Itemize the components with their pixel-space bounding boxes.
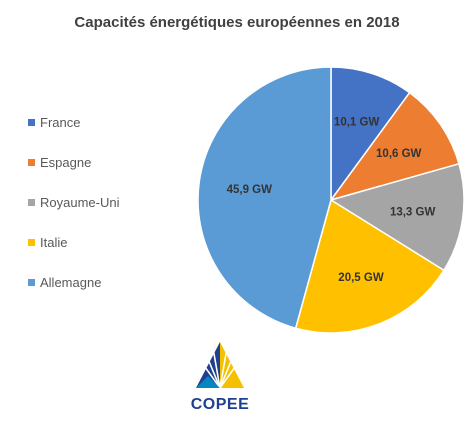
data-label-espagne: 10,6 GW (376, 148, 422, 160)
legend: France Espagne Royaume-Uni Italie Allemagne (28, 112, 119, 312)
copee-logo-icon (196, 342, 244, 389)
legend-label: France (40, 114, 81, 130)
legend-label: Italie (40, 234, 68, 250)
legend-swatch (28, 238, 35, 246)
data-label-italie: 20,5 GW (338, 272, 384, 284)
legend-item-france: France (28, 112, 119, 132)
legend-label: Allemagne (40, 274, 102, 290)
copee-logo: COPEE (180, 338, 260, 418)
legend-item-allemagne: Allemagne (28, 272, 119, 292)
legend-swatch (28, 158, 35, 166)
legend-swatch (28, 198, 35, 206)
logo-text: COPEE (190, 396, 250, 413)
pie-slice-espagne (329, 91, 460, 202)
legend-item-royaume-uni: Royaume-Uni (28, 192, 119, 212)
pie-slice-italie (294, 198, 445, 334)
legend-swatch (28, 278, 35, 286)
pie-slice-royaume-uni (329, 162, 465, 272)
pie-slice-allemagne (197, 66, 332, 330)
legend-swatch (28, 118, 35, 126)
legend-item-italie: Italie (28, 232, 119, 252)
chart-title: Capacités énergétiques européennes en 20… (74, 14, 400, 31)
data-label-royaume-uni: 13,3 GW (390, 207, 436, 219)
data-label-allemagne: 45,9 GW (227, 184, 273, 196)
pie-slice-france (330, 66, 411, 203)
legend-item-espagne: Espagne (28, 152, 119, 172)
data-label-france: 10,1 GW (334, 117, 380, 129)
legend-label: Espagne (40, 154, 92, 170)
legend-label: Royaume-Uni (40, 194, 120, 210)
